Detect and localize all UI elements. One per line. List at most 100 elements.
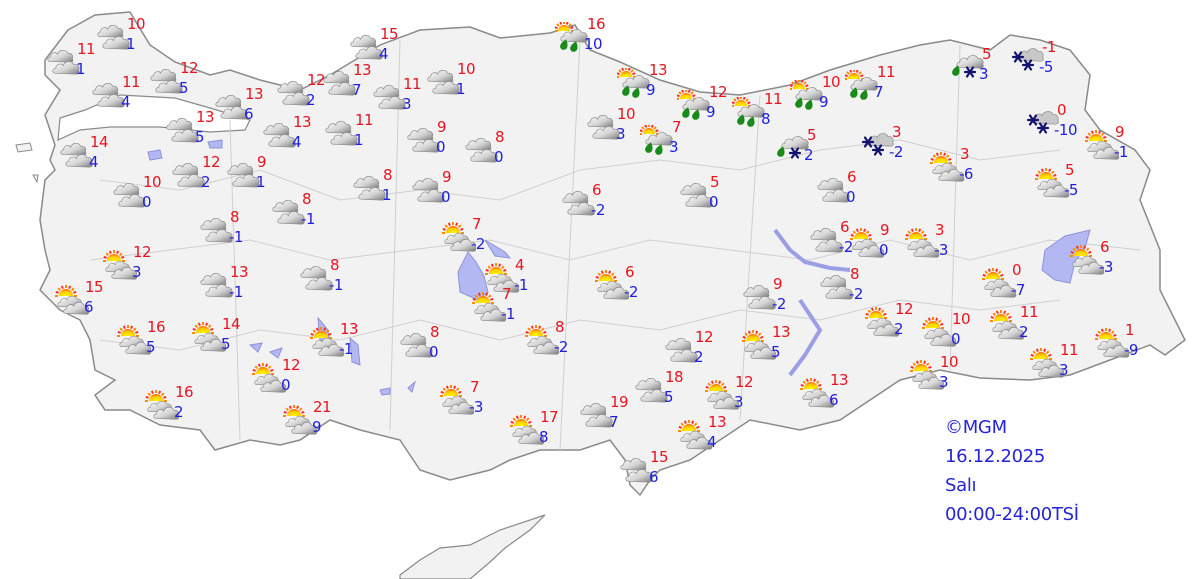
partly-cloudy-icon: [595, 270, 630, 300]
station-forecast: 12 9: [677, 85, 737, 136]
min-temperature: -2: [849, 285, 863, 303]
min-temperature: 3: [669, 138, 679, 156]
station-forecast: -1 -5: [1010, 40, 1070, 91]
min-temperature: 2: [894, 320, 904, 338]
max-temperature: 14: [222, 315, 241, 333]
min-temperature: 0: [441, 188, 451, 206]
station-forecast: 3 -6: [930, 147, 990, 198]
max-temperature: 13: [353, 61, 372, 79]
min-temperature: -5: [1039, 58, 1053, 76]
min-temperature: 1: [456, 80, 466, 98]
max-temperature: 13: [340, 320, 359, 338]
rain-icon: [790, 80, 823, 110]
snow-icon: [861, 133, 894, 156]
cloudy-icon: [412, 178, 445, 203]
max-temperature: 6: [625, 263, 635, 281]
station-forecast: 13 9: [617, 63, 677, 114]
station-forecast: 11 4: [92, 75, 152, 126]
station-forecast: 6 -2: [562, 183, 622, 234]
max-temperature: 11: [77, 40, 96, 58]
partly-cloudy-icon: [472, 292, 507, 322]
partly-cloudy-icon: [865, 307, 900, 337]
partly-cloudy-icon: [1030, 348, 1065, 378]
min-temperature: 0: [709, 193, 719, 211]
max-temperature: 11: [764, 90, 783, 108]
station-forecast: 0 -7: [982, 263, 1042, 314]
partly-cloudy-icon: [252, 363, 287, 393]
max-temperature: 14: [90, 133, 109, 151]
rain-icon: [617, 68, 650, 98]
min-temperature: 3: [1059, 361, 1069, 379]
partly-cloudy-icon: [982, 268, 1017, 298]
min-temperature: -2: [471, 235, 485, 253]
max-temperature: 8: [230, 208, 240, 226]
min-temperature: 7: [352, 81, 362, 99]
partly-cloudy-icon: [192, 322, 227, 352]
min-temperature: 9: [819, 93, 829, 111]
station-forecast: 6 -2: [810, 220, 870, 271]
min-temperature: -7: [1011, 281, 1025, 299]
min-temperature: 8: [761, 110, 771, 128]
partly-cloudy-icon: [705, 380, 740, 410]
station-forecast: 12 2: [277, 73, 337, 124]
max-temperature: 10: [457, 60, 476, 78]
min-temperature: 0: [429, 343, 439, 361]
cloudy-icon: [200, 273, 233, 298]
min-temperature: -1: [301, 210, 315, 228]
min-temperature: -1: [339, 340, 353, 358]
min-temperature: 2: [174, 403, 184, 421]
partly-cloudy-icon: [678, 420, 713, 450]
rain-icon: [732, 97, 765, 127]
station-forecast: 14 5: [192, 317, 252, 368]
cloudy-icon: [113, 183, 146, 208]
cyprus: [399, 514, 546, 579]
cloudy-icon: [272, 200, 305, 225]
min-temperature: 2: [804, 146, 814, 164]
station-forecast: 13 4: [678, 415, 738, 466]
station-forecast: 11 3: [373, 77, 433, 128]
station-forecast: 10 1: [427, 62, 487, 113]
forecast-day: Salı: [945, 475, 977, 496]
max-temperature: 10: [822, 73, 841, 91]
max-temperature: 3: [892, 123, 902, 141]
station-forecast: 12 3: [103, 245, 163, 296]
province-borders: [89, 39, 1141, 451]
max-temperature: 8: [383, 166, 393, 184]
min-temperature: -1: [229, 228, 243, 246]
partly-cloudy-icon: [800, 378, 835, 408]
min-temperature: 4: [121, 93, 131, 111]
cloudy-icon: [635, 378, 668, 403]
partly-cloudy-icon: [905, 228, 940, 258]
min-temperature: 6: [244, 105, 254, 123]
station-forecast: 16 2: [145, 385, 205, 436]
station-forecast: 1 -9: [1095, 323, 1155, 374]
station-forecast: 9 -2: [743, 277, 803, 328]
snow-icon: [1011, 48, 1044, 71]
rain-icon: [845, 70, 878, 100]
max-temperature: 11: [1020, 303, 1039, 321]
station-forecast: 15 6: [620, 450, 680, 501]
partly-cloudy-icon: [910, 360, 945, 390]
station-forecast: 7 -3: [440, 380, 500, 431]
max-temperature: 8: [495, 128, 505, 146]
min-temperature: -9: [1124, 341, 1138, 359]
min-temperature: 0: [846, 188, 856, 206]
min-temperature: 7: [609, 413, 619, 431]
max-temperature: 13: [649, 61, 668, 79]
station-forecast: 15 6: [55, 280, 115, 331]
max-temperature: 15: [380, 25, 399, 43]
min-temperature: 9: [646, 81, 656, 99]
max-temperature: 5: [807, 126, 817, 144]
min-temperature: 3: [734, 393, 744, 411]
station-forecast: 7 -2: [442, 217, 502, 268]
min-temperature: 3: [402, 95, 412, 113]
country-outline: [39, 11, 1186, 497]
max-temperature: 9: [437, 118, 447, 136]
